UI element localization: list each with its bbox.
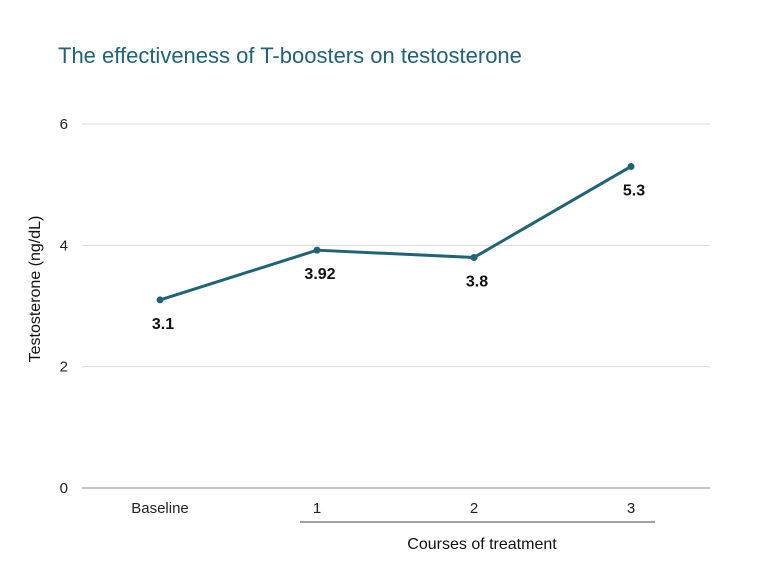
- y-axis-ticks: 0 2 4 6: [60, 116, 68, 497]
- x-group-label: Courses of treatment: [407, 536, 557, 553]
- x-axis-ticks: Baseline 1 2 3: [131, 500, 635, 517]
- data-label: 3.92: [304, 266, 335, 283]
- data-point: [156, 296, 164, 304]
- data-label: 5.3: [623, 182, 645, 199]
- x-tick-label: 3: [627, 500, 635, 517]
- x-tick-label: 2: [470, 500, 478, 517]
- data-point: [627, 162, 635, 170]
- chart-title: The effectiveness of T-boosters on testo…: [58, 43, 522, 68]
- x-tick-label: 1: [313, 500, 321, 517]
- data-point: [313, 246, 321, 254]
- series-line: [159, 165, 632, 302]
- x-tick-label: Baseline: [131, 500, 189, 517]
- series-testosterone: 3.1 3.92 3.8 5.3: [152, 162, 645, 333]
- y-tick-label: 4: [60, 237, 68, 254]
- y-axis-label: Testosterone (ng/dL): [27, 216, 44, 363]
- grid-lines: [82, 123, 710, 489]
- data-label: 3.8: [466, 273, 488, 290]
- data-point: [470, 253, 478, 261]
- data-label: 3.1: [152, 316, 174, 333]
- y-tick-label: 0: [60, 480, 68, 497]
- y-tick-label: 6: [60, 116, 68, 133]
- y-tick-label: 2: [60, 359, 68, 376]
